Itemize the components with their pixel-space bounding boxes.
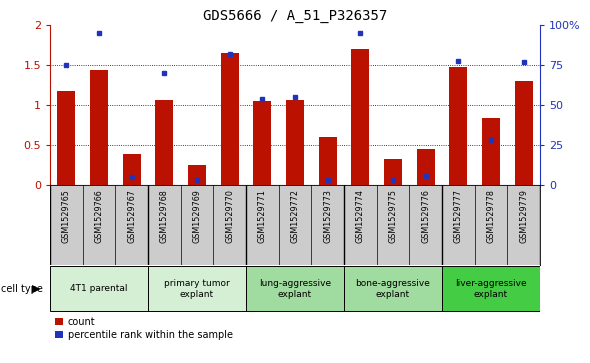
Bar [384,159,402,185]
Text: GSM1529765: GSM1529765 [62,189,71,243]
Text: GSM1529769: GSM1529769 [192,189,202,243]
Bar [449,67,467,185]
Text: GSM1529773: GSM1529773 [323,189,332,243]
Text: GSM1529771: GSM1529771 [258,189,267,243]
Bar [221,53,239,185]
Bar [155,101,173,185]
Text: 4T1 parental: 4T1 parental [70,284,128,293]
Text: GSM1529778: GSM1529778 [486,189,496,243]
Bar [50,266,148,311]
Text: GSM1529772: GSM1529772 [290,189,300,243]
Bar [417,149,435,185]
Bar [442,266,540,311]
Bar [286,100,304,185]
Bar [319,137,337,185]
Text: cell type: cell type [1,284,42,294]
Bar [123,154,141,185]
Text: GSM1529770: GSM1529770 [225,189,234,243]
Bar [482,118,500,185]
Title: GDS5666 / A_51_P326357: GDS5666 / A_51_P326357 [203,9,387,23]
Text: GSM1529775: GSM1529775 [388,189,398,243]
Text: GSM1529767: GSM1529767 [127,189,136,243]
Bar [148,266,246,311]
Text: GSM1529777: GSM1529777 [454,189,463,243]
Bar [90,70,108,185]
Text: lung-aggressive
explant: lung-aggressive explant [259,278,331,299]
Bar [253,101,271,185]
Bar [344,266,442,311]
Text: GSM1529766: GSM1529766 [94,189,104,243]
Text: GSM1529776: GSM1529776 [421,189,430,243]
Bar [57,91,76,185]
Bar [351,49,369,185]
Legend: count, percentile rank within the sample: count, percentile rank within the sample [55,317,232,340]
Text: primary tumor
explant: primary tumor explant [164,278,230,299]
Text: GSM1529774: GSM1529774 [356,189,365,243]
Bar [514,81,533,185]
Text: GSM1529768: GSM1529768 [160,189,169,243]
Text: liver-aggressive
explant: liver-aggressive explant [455,278,527,299]
Text: bone-aggressive
explant: bone-aggressive explant [356,278,430,299]
Text: ▶: ▶ [32,284,41,294]
Bar [246,266,344,311]
Bar [188,165,206,185]
Text: GSM1529779: GSM1529779 [519,189,528,243]
